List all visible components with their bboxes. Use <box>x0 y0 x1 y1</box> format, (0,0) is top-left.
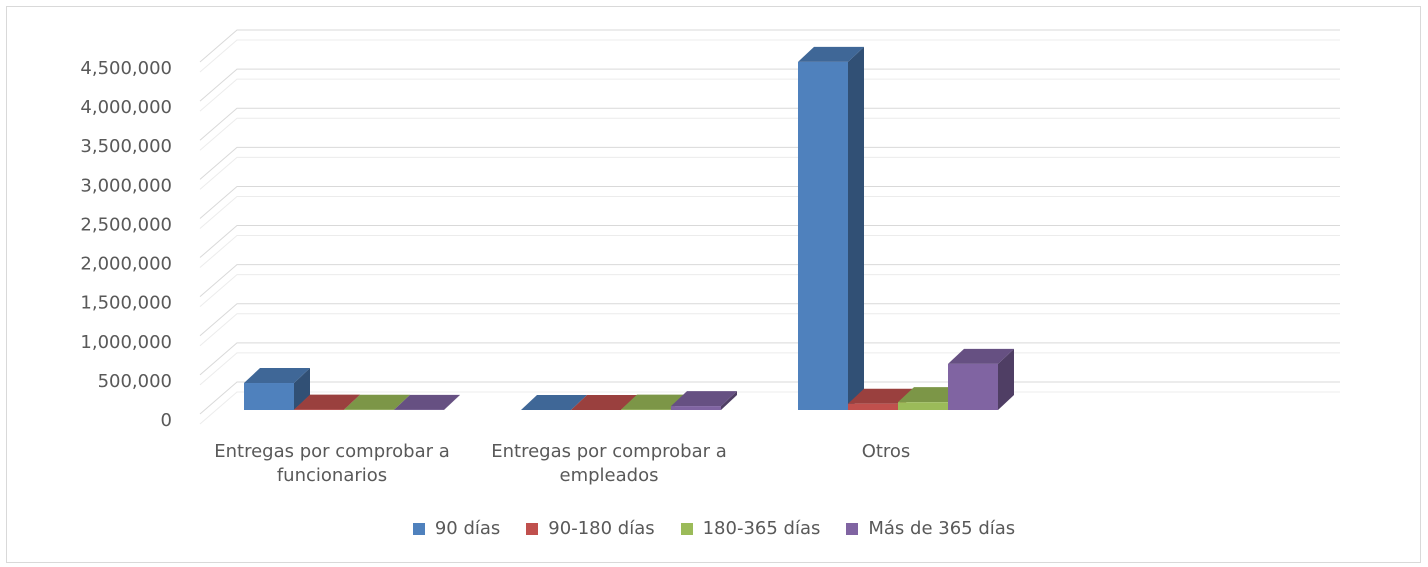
grid-line <box>199 264 1340 298</box>
bar <box>798 46 864 411</box>
grid-line <box>199 29 1340 63</box>
bar-side <box>721 391 737 410</box>
grid-line-minor <box>199 117 1340 151</box>
y-tick-label: 3,500,000 <box>80 136 172 157</box>
bar <box>244 368 310 410</box>
bar-side <box>444 394 460 410</box>
y-tick-label: 2,000,000 <box>80 254 172 275</box>
x-tick-label: Otros <box>861 441 911 462</box>
bar-top <box>848 388 914 404</box>
bar-front <box>244 383 294 410</box>
bar-front <box>948 363 998 410</box>
grid-line-minor <box>199 156 1340 190</box>
y-tick-label: 500,000 <box>98 371 172 392</box>
grid-line-minor <box>199 274 1340 308</box>
bar <box>571 395 637 410</box>
bar-top <box>798 46 864 62</box>
x-tick-label: Entregas por comprobar a empleados <box>491 441 727 486</box>
grid-line-minor <box>199 39 1340 73</box>
grid-line <box>199 68 1340 102</box>
bar-top <box>571 395 637 410</box>
bar-top <box>244 368 310 384</box>
bar <box>394 394 460 410</box>
grid-line <box>199 107 1340 141</box>
y-tick-label: 3,000,000 <box>80 175 172 196</box>
legend-item: Más de 365 días <box>846 518 1015 539</box>
bar-front <box>798 61 848 411</box>
chart-border <box>6 6 1421 563</box>
y-tick-label: 1,000,000 <box>80 332 172 353</box>
grid-line-minor <box>199 313 1340 347</box>
grid-line <box>199 303 1340 337</box>
bar-front <box>848 403 898 410</box>
bar-top <box>521 395 587 410</box>
bar-side <box>998 348 1014 410</box>
legend-item: 180-365 días <box>680 518 821 539</box>
legend-label: 90-180 días <box>548 518 655 539</box>
bar-front <box>671 406 721 410</box>
legend-label: Más de 365 días <box>868 518 1016 539</box>
legend-item: 90 días <box>412 518 501 539</box>
grid-line <box>199 225 1340 258</box>
bar-top <box>294 394 360 410</box>
bar-top <box>898 387 964 403</box>
legend: 90 días 90-180 días 180-365 días Más de 365… <box>0 518 1428 539</box>
bar-side <box>294 368 310 410</box>
legend-swatch <box>680 522 693 535</box>
bar-side <box>848 46 864 411</box>
grid-line <box>199 342 1340 376</box>
bar <box>948 348 1014 410</box>
y-tick-label: 4,500,000 <box>80 58 172 79</box>
bar-top <box>671 391 737 407</box>
legend-item: 90-180 días <box>526 518 655 539</box>
legend-label: 90 días <box>434 518 501 539</box>
legend-swatch <box>526 522 539 535</box>
grid-line-minor <box>199 78 1340 112</box>
grid-line-minor <box>199 195 1340 229</box>
x-tick-label: Entregas por comprobar a funcionarios <box>214 441 450 486</box>
legend-label: 180-365 días <box>702 518 821 539</box>
bar-top <box>344 394 410 410</box>
y-tick-label: 0 <box>161 410 172 431</box>
legend-swatch <box>412 522 425 535</box>
y-tick-label: 2,500,000 <box>80 214 172 235</box>
y-tick-label: 4,000,000 <box>80 97 172 118</box>
legend-swatch <box>846 522 859 535</box>
y-tick-label: 1,500,000 <box>80 293 172 314</box>
bar-top <box>948 348 1014 364</box>
bar <box>521 395 587 410</box>
bar-front <box>898 402 948 410</box>
bar-top <box>394 394 460 410</box>
grid-line <box>199 185 1340 219</box>
grid-line <box>199 146 1340 180</box>
bar <box>671 391 737 410</box>
grid-line-minor <box>199 235 1340 268</box>
bar-top <box>621 394 687 410</box>
